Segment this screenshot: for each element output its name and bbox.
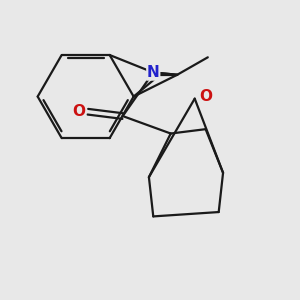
- Text: O: O: [199, 89, 212, 104]
- Text: O: O: [73, 104, 85, 119]
- Text: N: N: [147, 65, 160, 80]
